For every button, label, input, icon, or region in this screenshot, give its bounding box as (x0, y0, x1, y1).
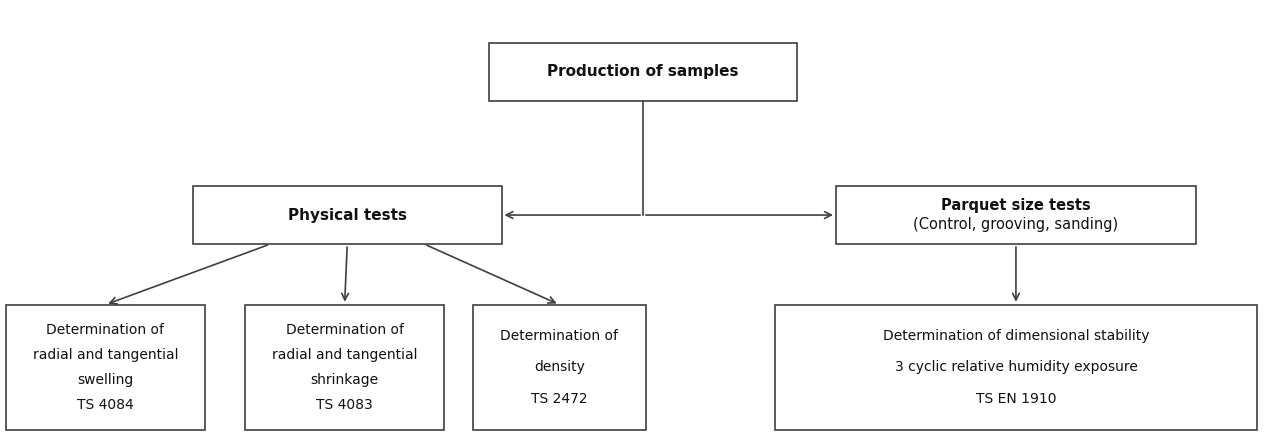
Text: radial and tangential: radial and tangential (271, 348, 418, 362)
Text: TS EN 1910: TS EN 1910 (976, 392, 1056, 406)
Text: Parquet size tests: Parquet size tests (941, 198, 1091, 213)
Text: Determination of: Determination of (500, 329, 619, 343)
Text: Determination of: Determination of (285, 323, 404, 337)
FancyBboxPatch shape (489, 43, 797, 101)
Text: (Control, grooving, sanding): (Control, grooving, sanding) (913, 217, 1119, 232)
Text: density: density (534, 360, 585, 375)
Text: TS 4083: TS 4083 (316, 398, 373, 412)
Text: Determination of: Determination of (46, 323, 165, 337)
FancyBboxPatch shape (193, 186, 502, 244)
Text: Physical tests: Physical tests (288, 207, 406, 223)
Text: Determination of dimensional stability: Determination of dimensional stability (882, 329, 1150, 343)
FancyBboxPatch shape (473, 305, 646, 430)
Text: Production of samples: Production of samples (548, 64, 738, 79)
FancyBboxPatch shape (244, 305, 445, 430)
Text: shrinkage: shrinkage (311, 373, 378, 387)
Text: TS 2472: TS 2472 (531, 392, 588, 406)
FancyBboxPatch shape (6, 305, 206, 430)
FancyBboxPatch shape (836, 186, 1196, 244)
Text: TS 4084: TS 4084 (77, 398, 134, 412)
Text: swelling: swelling (77, 373, 134, 387)
FancyBboxPatch shape (774, 305, 1258, 430)
Text: 3 cyclic relative humidity exposure: 3 cyclic relative humidity exposure (895, 360, 1137, 375)
Text: radial and tangential: radial and tangential (32, 348, 179, 362)
